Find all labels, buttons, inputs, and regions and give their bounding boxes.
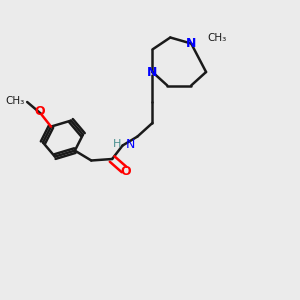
Text: CH₃: CH₃	[5, 95, 24, 106]
Text: N: N	[147, 65, 158, 79]
Text: O: O	[120, 165, 131, 178]
Text: O: O	[35, 105, 45, 119]
Text: H: H	[113, 139, 121, 149]
Text: CH₃: CH₃	[208, 33, 227, 43]
Text: N: N	[186, 37, 196, 50]
Text: N: N	[126, 137, 135, 151]
